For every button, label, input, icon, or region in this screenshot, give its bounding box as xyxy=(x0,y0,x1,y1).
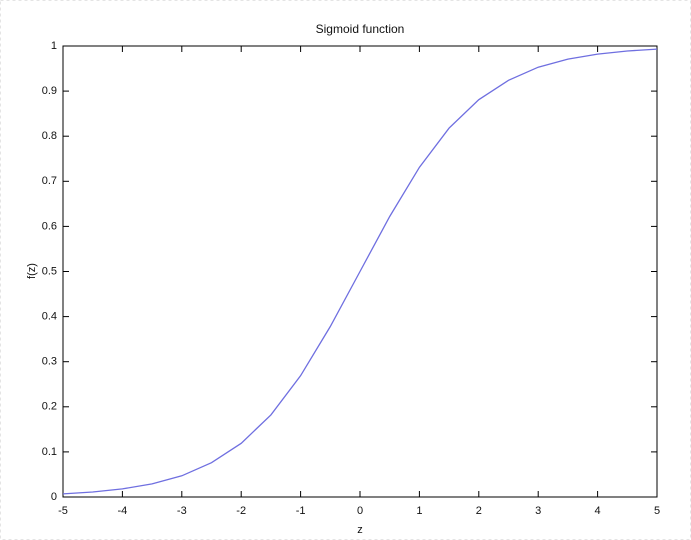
y-tick-label: 1 xyxy=(51,40,57,52)
x-tick-label: 5 xyxy=(654,505,660,517)
x-tick-label: 0 xyxy=(357,505,363,517)
x-tick-label: -4 xyxy=(118,505,128,517)
x-axis-label: z xyxy=(357,524,363,536)
y-tick-label: 0.7 xyxy=(42,175,57,187)
data-line xyxy=(62,48,658,495)
y-tick-label: 0.4 xyxy=(42,311,57,323)
y-tick-label: 0.6 xyxy=(42,220,57,232)
y-tick-label: 0.9 xyxy=(42,85,57,97)
x-tick-label: -3 xyxy=(177,505,187,517)
chart-title: Sigmoid function xyxy=(316,22,405,36)
x-tick-label: -5 xyxy=(58,505,68,517)
y-tick-label: 0.3 xyxy=(42,356,57,368)
y-tick-label: 0.2 xyxy=(42,401,57,413)
y-tick-label: 0.8 xyxy=(42,130,57,142)
x-tick-label: 4 xyxy=(595,505,601,517)
x-tick-label: 3 xyxy=(535,505,541,517)
x-tick-label: 2 xyxy=(476,505,482,517)
x-tick-label: 1 xyxy=(416,505,422,517)
x-tick-label: -1 xyxy=(296,505,306,517)
y-tick-label: 0.5 xyxy=(42,265,57,277)
y-tick-label: 0 xyxy=(51,491,57,503)
x-tick-label: -2 xyxy=(236,505,246,517)
y-tick-label: 0.1 xyxy=(42,446,57,458)
y-axis-label: f(z) xyxy=(26,263,38,279)
